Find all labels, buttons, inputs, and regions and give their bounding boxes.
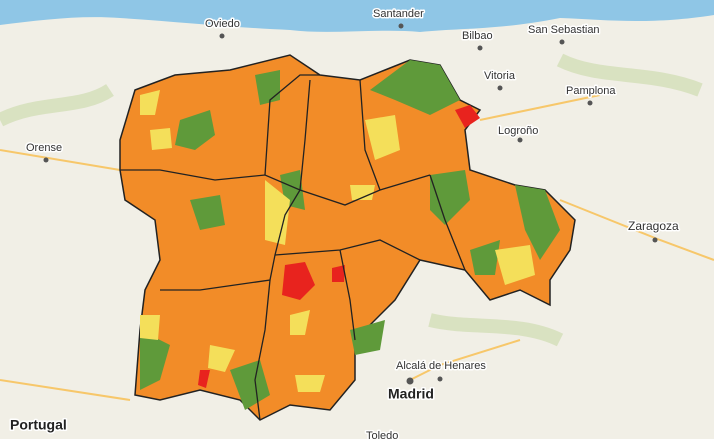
city-label: Oviedo	[205, 18, 240, 30]
city-label: San Sebastian	[528, 24, 600, 36]
roads	[0, 94, 714, 401]
city-label: Pamplona	[566, 85, 616, 97]
city-label: Orense	[26, 142, 62, 154]
region	[119, 54, 576, 421]
city-label: Vitoria	[484, 70, 516, 82]
city-label: Bilbao	[462, 30, 493, 42]
country-label: Portugal	[10, 417, 67, 433]
city-label: Toledo	[366, 430, 398, 439]
city-label: Madrid	[388, 386, 434, 402]
city-label: Santander	[373, 8, 424, 20]
city-label: Logroño	[498, 125, 538, 137]
city-label: Zaragoza	[628, 219, 679, 233]
city-dots	[43, 23, 658, 385]
province-borders	[120, 74, 466, 421]
city-label: Alcalá de Henares	[396, 360, 486, 372]
yellow-zones	[140, 90, 535, 392]
terrain	[0, 53, 703, 347]
sea	[0, 0, 714, 32]
red-zones	[198, 105, 480, 388]
